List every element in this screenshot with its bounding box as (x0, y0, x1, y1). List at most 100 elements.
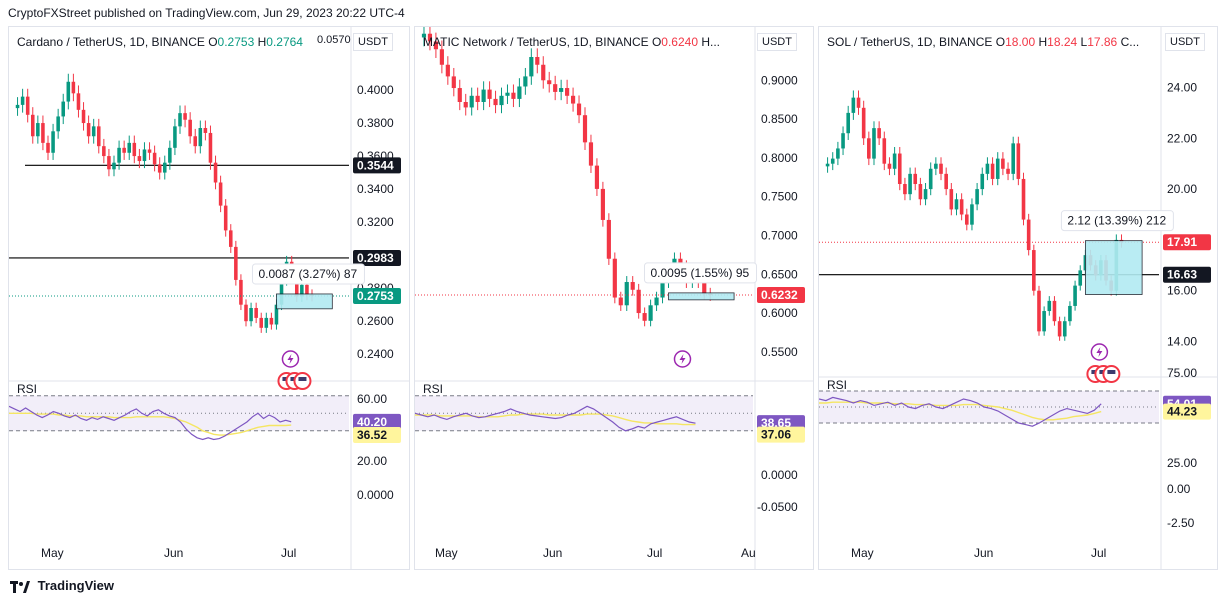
currency-label[interactable]: USDT (1165, 33, 1205, 51)
candle-body (499, 95, 504, 106)
lightning-glyph (287, 354, 294, 364)
candle-body (949, 189, 954, 210)
candle-body (183, 113, 187, 120)
currency-label[interactable]: USDT (353, 33, 393, 51)
candle-body (259, 317, 264, 328)
candle-body (1078, 270, 1083, 286)
candle-body (565, 88, 570, 96)
candle-body (305, 284, 309, 295)
us-flag-canton (298, 377, 307, 381)
measure-box (1084, 240, 1143, 295)
currency-label[interactable]: USDT (757, 33, 797, 51)
measure-label-bg (251, 263, 365, 285)
rsi-axis-tick: -2.50 (1167, 516, 1195, 530)
candle-body (493, 98, 498, 106)
candle-body (457, 88, 462, 103)
candle-body (71, 81, 76, 94)
last-price-tag (757, 287, 805, 304)
last-price-tag (353, 287, 401, 304)
rsi-axis-tick: 0.00 (1167, 482, 1191, 496)
level-price-tag (1163, 266, 1211, 283)
rsi-ma-label: 37.06 (761, 428, 791, 442)
tradingview-footer[interactable]: TradingView (10, 578, 114, 593)
y-tick-label: 22.00 (1167, 131, 1197, 145)
x-tick-label: Au (741, 546, 756, 560)
candle-body (959, 199, 964, 215)
x-tick-label: May (41, 546, 64, 560)
chart-panel-cardano[interactable]: Cardano / TetherUS, 1D, BINANCE O0.2753 … (8, 26, 410, 570)
candle-body (887, 163, 892, 169)
y-tick-label: 0.7500 (761, 190, 798, 204)
candle-body (117, 147, 121, 163)
last-price-label: 0.6232 (761, 288, 798, 302)
candle-body (908, 173, 912, 195)
candle-body (830, 158, 835, 164)
chart-panel-matic[interactable]: MATIC Network / TetherUS, 1D, BINANCE O0… (414, 26, 814, 570)
candle-body (600, 188, 605, 220)
symbol-name: SOL / TetherUS, 1D, BINANCE (827, 35, 993, 49)
candle-body (1001, 158, 1005, 169)
candle-body (841, 133, 845, 149)
candle-body (918, 184, 923, 200)
y-tick-label: 0.3200 (357, 215, 394, 229)
y-tick-label: 0.2600 (357, 314, 394, 328)
candle-body (142, 149, 147, 162)
candle-body (1057, 321, 1062, 337)
y-tick-label: 24.00 (1167, 80, 1197, 94)
candle-body (178, 113, 182, 127)
ohlc-o-value: 0.6240 (661, 35, 698, 49)
candle-body (25, 96, 30, 115)
rsi-value-label: 40.20 (357, 415, 387, 429)
ohlc-h-value: 0.2764 (266, 35, 303, 49)
candle-body (1011, 143, 1016, 174)
rsi-line (9, 405, 292, 441)
candle-body (56, 116, 60, 132)
last-price-label: 17.91 (1167, 235, 1197, 249)
rsi-ma-tag (353, 427, 401, 444)
candle-body (41, 123, 45, 143)
candle-body (576, 103, 582, 116)
candle-body (505, 92, 510, 96)
candle-body (475, 95, 480, 103)
ohlc-o-value: 0.2753 (217, 35, 255, 49)
x-tick-label: Jul (281, 546, 296, 560)
candle-body (877, 128, 881, 139)
candle-body (487, 89, 492, 99)
symbol-name: Cardano / TetherUS, 1D, BINANCE (17, 35, 205, 49)
measure-label-bg (1060, 210, 1174, 232)
candle-body (213, 162, 218, 183)
rsi-ma-label: 36.52 (357, 428, 387, 442)
symbol-legend: MATIC Network / TetherUS, 1D, BINANCE O0… (423, 35, 720, 49)
candle-body (648, 305, 653, 321)
candle-body (547, 80, 552, 85)
candle-body (882, 138, 887, 164)
candle-body (553, 84, 558, 92)
candle-body (433, 41, 438, 50)
candle-body (36, 123, 40, 137)
rsi-ma-line (9, 412, 292, 436)
candle-body (825, 163, 830, 167)
y-tick-label: 0.4000 (357, 83, 394, 97)
chart-panel-sol[interactable]: SOL / TetherUS, 1D, BINANCE O18.00 H18.2… (818, 26, 1218, 570)
candle-body (535, 57, 540, 65)
rsi-ma-line (819, 401, 1102, 421)
candle-body (541, 64, 546, 81)
candle-body (152, 152, 157, 165)
candle-body (892, 153, 897, 169)
y-tick-label: 0.7000 (761, 228, 798, 242)
candle-body (990, 163, 995, 179)
ohlc-h-key: H (1038, 35, 1048, 49)
y-tick-label: 0.2400 (357, 347, 394, 361)
candle-body (954, 199, 959, 210)
candle-body (654, 297, 659, 306)
rsi-axis-tick: 0.0000 (761, 468, 798, 482)
candle-body (481, 89, 486, 103)
candle-body (588, 142, 594, 166)
chart-svg: 24.00 22.00 20.00 18.00 16.00 14.00 May Jun Jul 1… (819, 27, 1217, 569)
candle-body (867, 138, 871, 159)
candle-body (173, 126, 177, 148)
candle-body (208, 132, 213, 163)
ohlc-o-key: O (208, 35, 218, 49)
candle-body (1042, 311, 1046, 332)
candle-body (51, 131, 55, 153)
